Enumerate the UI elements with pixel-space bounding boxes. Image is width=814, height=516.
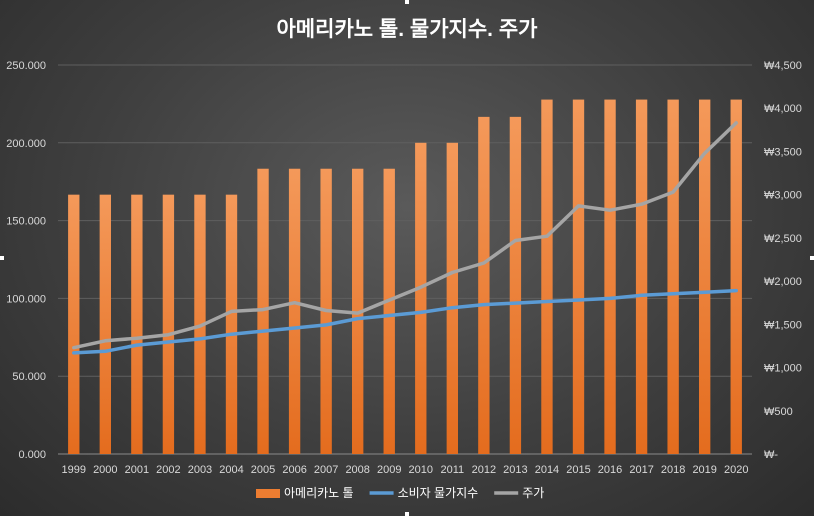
x-axis-tick-label: 2003: [188, 464, 212, 476]
gridlines: [58, 64, 752, 455]
x-axis-tick-label: 2010: [409, 464, 433, 476]
right-axis-tick-label: ₩-: [764, 449, 778, 461]
line-cpi: [72, 288, 738, 355]
bar-americano: [572, 99, 585, 455]
right-axis-tick-label: ₩2,000: [764, 276, 802, 288]
legend-label: 소비자 물가지수: [398, 486, 479, 500]
line-stock-price: [72, 121, 738, 350]
resize-handle-top[interactable]: [405, 0, 409, 4]
bar-americano: [635, 99, 648, 455]
bar-americano: [699, 99, 711, 455]
legend: 아메리카노 톨 소비자 물가지수 주가: [256, 486, 544, 500]
legend-item: 소비자 물가지수: [369, 486, 479, 500]
x-axis-tick-label: 2013: [503, 464, 527, 476]
bar-americano: [68, 194, 80, 454]
left-axis-tick-label: 200.000: [6, 138, 46, 150]
right-axis-tick-label: ₩2,500: [764, 233, 802, 245]
bar-americano: [730, 99, 742, 455]
x-axis-tick-label: 2005: [251, 464, 275, 476]
x-axis-tick-label: 2017: [629, 464, 653, 476]
bar-americano: [667, 99, 679, 455]
x-axis-tick-label: 2008: [345, 464, 369, 476]
x-axis-tick-label: 2020: [724, 464, 748, 476]
right-axis-tick-label: ₩4,000: [764, 103, 802, 115]
legend-item: 주가: [494, 486, 544, 500]
x-axis-tick-label: 2009: [377, 464, 401, 476]
x-axis-tick-label: 2001: [125, 464, 149, 476]
x-axis-tick-label: 2011: [440, 464, 464, 476]
legend-label: 주가: [522, 486, 544, 500]
left-axis-tick-label: 50.000: [12, 371, 46, 383]
right-axis-tick-label: ₩3,000: [764, 190, 802, 202]
legend-item: 아메리카노 톨: [256, 486, 354, 500]
right-axis-tick-label: ₩4,500: [764, 60, 802, 72]
x-axis-tick-label: 2012: [472, 464, 496, 476]
bar-americano: [162, 194, 175, 454]
axes: 0.000 50.000 100.000 150.000 200.000 250.000 ₩…: [6, 60, 802, 476]
line-series: [72, 121, 738, 355]
bar-americano: [257, 168, 269, 454]
bar-americano: [131, 194, 143, 454]
bar-series: [68, 99, 742, 455]
bar-americano: [478, 116, 490, 454]
x-axis-tick-label: 2000: [93, 464, 117, 476]
x-axis-tick-label: 2004: [219, 464, 243, 476]
x-axis-tick-label: 2006: [282, 464, 306, 476]
x-axis-tick-label: 2018: [661, 464, 685, 476]
bar-americano: [383, 168, 395, 454]
right-axis-tick-label: ₩3,500: [764, 146, 802, 158]
left-axis-tick-label: 0.000: [18, 449, 46, 461]
bar-americano: [288, 168, 301, 454]
x-axis-tick-label: 2016: [598, 464, 622, 476]
bar-americano: [446, 142, 458, 455]
bar-americano: [415, 142, 427, 455]
resize-handle-bottom[interactable]: [405, 512, 409, 516]
x-axis-tick-label: 2019: [692, 464, 716, 476]
right-axis-tick-label: ₩500: [764, 406, 793, 418]
right-axis-tick-label: ₩1,000: [764, 363, 802, 375]
resize-handle-right[interactable]: [810, 256, 814, 260]
x-axis-tick-label: 1999: [62, 464, 86, 476]
resize-handle-left[interactable]: [0, 256, 4, 260]
bar-americano: [541, 99, 553, 455]
x-axis-tick-label: 2014: [535, 464, 559, 476]
bar-americano: [99, 194, 111, 454]
x-axis-tick-label: 2015: [566, 464, 590, 476]
left-axis-tick-label: 250.000: [6, 60, 46, 72]
bar-americano: [604, 99, 616, 455]
left-axis-tick-label: 100.000: [6, 293, 46, 305]
chart-title: 아메리카노 톨. 물가지수. 주가: [276, 18, 538, 41]
x-axis-tick-label: 2002: [156, 464, 180, 476]
x-axis-tick-label: 2007: [314, 464, 338, 476]
right-axis-tick-label: ₩1,500: [764, 319, 802, 331]
legend-swatch-bar: [256, 489, 280, 498]
legend-label: 아메리카노 톨: [284, 486, 354, 500]
bar-americano: [225, 194, 238, 454]
left-axis-tick-label: 150.000: [6, 216, 46, 228]
bar-americano: [509, 116, 522, 454]
